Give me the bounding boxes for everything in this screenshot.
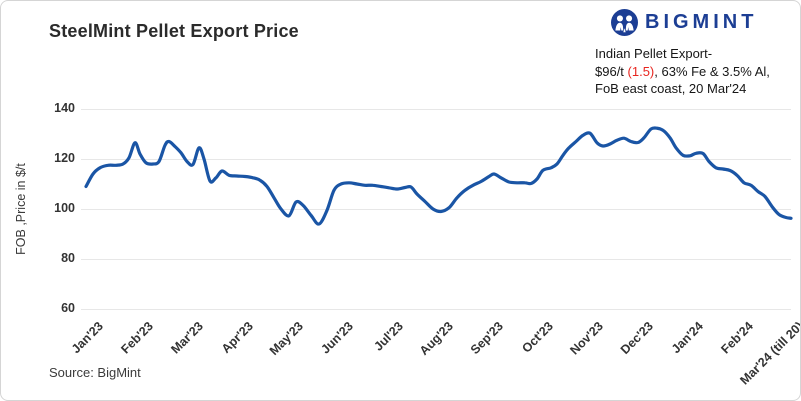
y-tick-label: 100 [54,201,75,215]
annotation-line-3: FoB east coast, 20 Mar'24 [595,81,747,96]
source-credit: Source: BigMint [49,365,141,380]
gridline-140 [81,108,791,110]
annotation-line-1: Indian Pellet Export- [595,46,713,61]
y-tick-label: 140 [54,101,75,115]
price-annotation: Indian Pellet Export- $96/t (1.5), 63% F… [595,45,791,98]
y-tick-label: 60 [61,301,75,315]
gridline-60 [81,308,791,310]
y-tick-label: 120 [54,151,75,165]
price-change-value: (1.5) [627,63,655,79]
gridline-120 [81,158,791,160]
bigmint-logo-icon [611,9,638,36]
annotation-line-2: $96/t (1.5), 63% Fe & 3.5% Al, [595,63,770,79]
y-tick-label: 80 [61,251,75,265]
bigmint-logo: BIGMINT [611,9,757,36]
gridline-80 [81,258,791,260]
price-line [84,126,793,226]
bigmint-logo-text: BIGMINT [645,11,758,33]
page-title: SteelMint Pellet Export Price [49,21,299,41]
